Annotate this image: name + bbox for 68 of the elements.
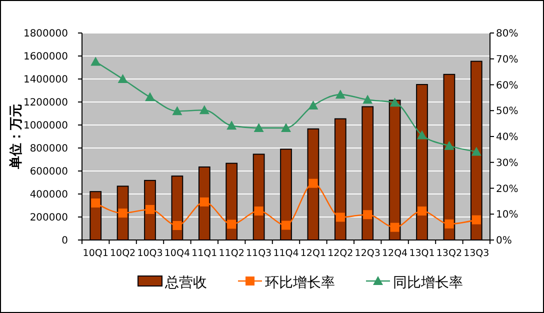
- point: [172, 221, 182, 230]
- point: [418, 206, 426, 216]
- point: [281, 122, 291, 132]
- point: [226, 120, 237, 130]
- point: [308, 100, 318, 110]
- x-tick-label: 10Q1: [82, 248, 108, 259]
- point: [335, 90, 346, 99]
- point: [472, 215, 481, 224]
- point: [417, 130, 427, 140]
- x-tick-label: 10Q4: [164, 248, 190, 259]
- point: [363, 210, 372, 220]
- x-tick-label: 12Q3: [354, 248, 380, 259]
- y2-tick-label: 30%: [496, 158, 518, 169]
- point: [336, 212, 345, 222]
- point: [199, 105, 210, 114]
- point: [471, 146, 482, 156]
- y2-tick-label: 40%: [496, 132, 518, 143]
- point: [91, 198, 100, 208]
- point: [200, 197, 209, 206]
- y-tick-label: 800000: [30, 144, 68, 154]
- point: [145, 92, 155, 102]
- point: [172, 106, 182, 116]
- x-tick-label: 12Q4: [382, 248, 408, 259]
- y-tick-label: 1600000: [23, 52, 68, 62]
- y-tick-label: 0: [62, 236, 68, 246]
- legend-label: 总营收: [164, 274, 207, 291]
- y-tick-label: 1400000: [23, 74, 68, 86]
- legend-label: 同比增长率: [393, 274, 463, 291]
- y2-tick-label: 50%: [496, 106, 518, 118]
- point: [254, 206, 264, 216]
- y2-tick-label: 60%: [496, 80, 518, 92]
- y2-tick-label: 70%: [496, 54, 518, 66]
- point: [362, 94, 373, 104]
- x-tick-label: 12Q1: [300, 248, 326, 259]
- y-axis-title: 单位：万元: [8, 104, 24, 170]
- x-tick-label: 10Q3: [137, 248, 163, 259]
- point: [390, 98, 400, 107]
- x-tick-label: 13Q2: [436, 248, 462, 259]
- point: [146, 204, 154, 214]
- x-tick-label: 11Q4: [273, 248, 299, 259]
- y2-tick-label: 20%: [496, 184, 518, 195]
- point: [308, 178, 318, 188]
- x-tick-label: 12Q2: [328, 248, 354, 259]
- point: [118, 208, 128, 218]
- x-tick-label: 11Q2: [218, 248, 244, 259]
- y2-tick-label: 80%: [496, 28, 518, 40]
- point: [254, 122, 264, 132]
- point: [90, 56, 101, 66]
- x-tick-label: 11Q1: [192, 248, 218, 259]
- point: [118, 74, 128, 84]
- point: [390, 222, 400, 232]
- legend-label: 环比增长率: [265, 274, 335, 291]
- point: [444, 140, 454, 150]
- x-tick-label: 13Q3: [464, 248, 490, 259]
- x-tick-label: 13Q1: [409, 248, 435, 259]
- point: [282, 220, 290, 230]
- x-tick-label: 11Q3: [246, 248, 272, 259]
- point: [444, 219, 454, 228]
- y-tick-label: 1000000: [23, 120, 68, 132]
- x-tick-label: 10Q2: [110, 248, 136, 259]
- y-tick-label: 600000: [30, 166, 68, 178]
- y2-tick-label: 10%: [496, 210, 518, 221]
- y-tick-label: 1200000: [23, 98, 68, 108]
- point: [227, 220, 236, 229]
- y2-tick-label: 0%: [496, 236, 512, 246]
- y-tick-label: 400000: [30, 190, 68, 200]
- y-tick-label: 1800000: [23, 28, 68, 40]
- y-tick-label: 200000: [30, 212, 68, 224]
